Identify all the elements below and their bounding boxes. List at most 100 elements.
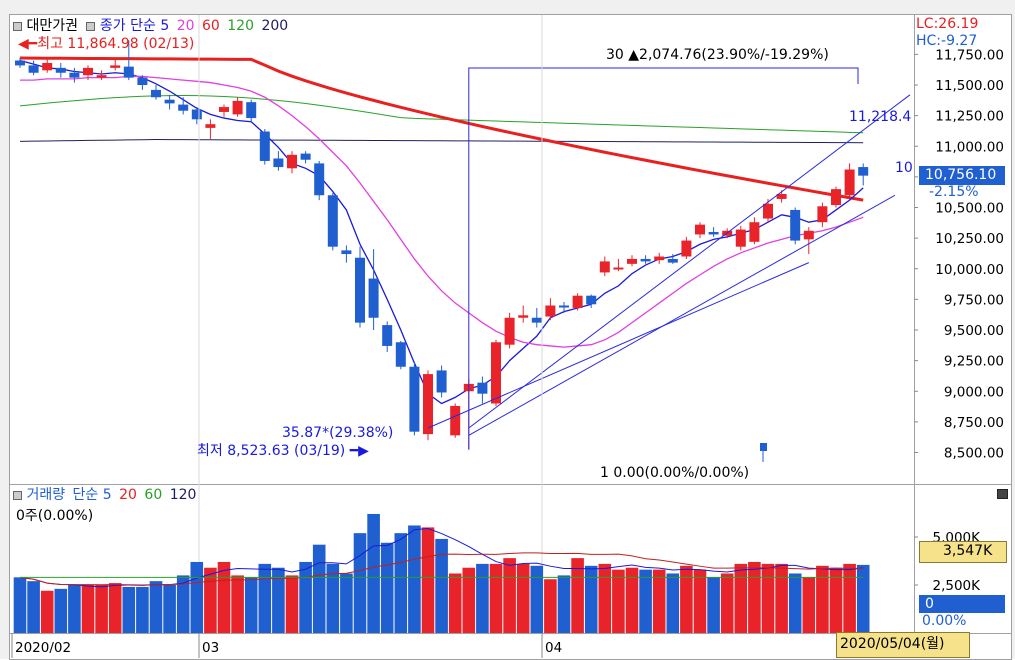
candle-body [123,66,134,78]
legend-vol-ma-label[interactable]: 단순 [72,487,99,503]
candle-body [409,366,420,432]
legend-ma200[interactable]: 200 [261,18,289,34]
candle-body [395,342,406,367]
candle-body [55,67,66,73]
legend-ma60[interactable]: 60 [201,18,220,34]
candle-body [137,77,148,85]
legend-vol-ma60[interactable]: 60 [144,487,163,503]
maximize-icon[interactable] [997,489,1008,499]
candle-body [382,325,393,346]
candle-body [300,153,311,160]
trendline-upper [468,94,911,429]
candle-body [776,194,787,199]
candle-body [545,305,556,317]
low-annotation: 최저 8,523.63 (03/19) ━▶ [197,444,369,458]
volume-bar [27,581,40,633]
candle-body [749,222,760,242]
price-axis-label: 11,750.00 [935,47,1004,63]
volume-box-value: 0 [925,596,934,612]
legend-box-icon [13,490,22,500]
candle-body [790,209,801,241]
volume-bar [204,567,217,633]
candle-body [695,224,705,235]
candle-body [817,206,828,223]
candle-body [654,256,665,261]
volume-zero-readout: 0주(0.00%) [16,508,94,524]
current-price: 10,756.10 [925,167,997,183]
candle-body [368,278,379,318]
legend-vol-ma20[interactable]: 20 [119,487,137,503]
volume-bar [394,533,408,633]
candle-body [15,60,25,66]
price-axis-label: 9,000.00 [944,384,1004,400]
candle-body [69,72,80,78]
legend-ma5[interactable]: 5 [160,18,170,34]
volume-bar [530,565,544,633]
volume-bar [761,563,775,633]
price-axis-label: 9,250.00 [944,354,1004,370]
volume-bar [149,581,163,633]
ma20-line [20,75,864,348]
candle-body [151,89,161,98]
price-axis-label: 11,000.00 [935,139,1004,155]
candle-body [110,65,121,68]
volume-bar [462,567,476,633]
current-volume: 3,547K [943,543,993,559]
legend-symbol-name[interactable]: 대만가권 [26,18,78,34]
candle-body [504,317,515,345]
ma200-line [19,139,864,144]
volume-bar [353,533,367,633]
date-axis-label: 04 [545,640,562,656]
volume-bar [217,561,231,633]
high-annotation: ◀━최고 11,864.98 (02/13) [18,37,194,51]
volume-bar [584,565,598,633]
volume-bar [176,575,190,633]
volume-bar [544,579,557,633]
current-volume-box [919,541,1007,563]
candle-body [477,382,488,394]
price-axis-label: 11,250.00 [935,109,1004,125]
trend-label-lower: 10 [895,160,913,176]
ma5-line [19,59,864,405]
volume-bar [489,563,503,633]
bottom-measure-label: 1 0.00(0.00%/0.00%) [600,465,750,481]
current-price-box [919,166,1005,185]
candle-body [491,342,501,404]
legend-vol-ma120[interactable]: 120 [169,487,197,503]
volume-bar [625,567,639,633]
volume-bar [299,561,312,633]
volume-bar [13,577,27,633]
candle-body [640,258,651,262]
candle-body [83,67,93,76]
legend-ma-label[interactable]: 종가 단순 [99,18,156,34]
volume-bar [136,586,149,633]
legend-ma120[interactable]: 120 [227,18,254,34]
volume-bar [734,563,748,633]
volume-ma20-line [19,552,864,586]
candle-body [667,258,678,263]
candle-body [96,75,107,78]
high-label: 최고 11,864.98 (02/13) [37,36,195,52]
volume-bar [652,569,666,633]
legend-vol-ma5[interactable]: 5 [102,487,112,503]
low-label: 최저 8,523.63 (03/19) [197,443,346,459]
lc-readout: LC:26.19 [916,16,979,32]
legend-ma20[interactable]: 20 [176,18,195,34]
volume-bar [598,563,612,633]
date-axis-label: 03 [202,640,219,656]
volume-bar [829,567,843,633]
arrow-right-icon: ━▶ [345,443,369,459]
volume-bar [340,573,353,633]
candle-body [287,154,297,169]
volume-bar [612,569,625,633]
candle-body [191,109,202,120]
candle-body [518,315,529,318]
price-axis-label: 10,500.00 [935,201,1004,217]
legend-volume-name[interactable]: 거래량 [26,487,66,503]
volume-bar [326,563,340,633]
volume-bar [856,564,870,633]
ma120-line [19,95,864,134]
candle-body [858,167,869,176]
